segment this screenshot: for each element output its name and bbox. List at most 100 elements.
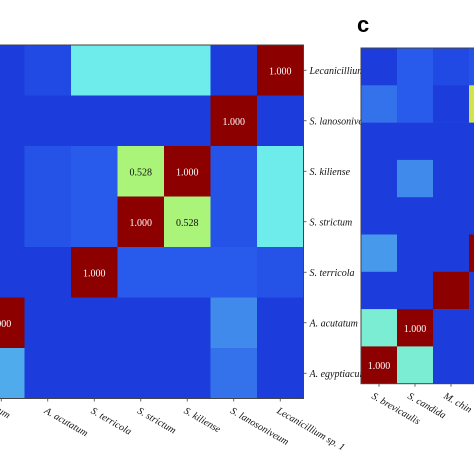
heatmap-cell <box>361 346 398 384</box>
heatmap-cell <box>469 159 474 198</box>
heatmap-cell <box>71 196 118 248</box>
cell-value-label: 0.528 <box>130 167 153 178</box>
heatmap-cell <box>24 146 72 197</box>
heatmap-cell <box>210 297 258 349</box>
heatmap-cell <box>117 348 165 399</box>
row-label: S. terricola <box>310 268 355 279</box>
heatmap-cell <box>71 45 118 96</box>
heatmap-cell <box>24 297 72 349</box>
column-label: S. kiliense <box>182 406 223 436</box>
column-label: A. acutatum <box>41 405 89 439</box>
heatmap-cell <box>257 348 304 399</box>
heatmap-cell <box>210 348 258 399</box>
heatmap-cell <box>24 95 72 147</box>
heatmap-cell <box>0 348 25 399</box>
heatmap-cell <box>397 234 434 273</box>
heatmap-cell <box>361 122 398 161</box>
heatmap-cell <box>361 309 398 347</box>
heatmap-cell <box>361 197 398 235</box>
heatmap-cell <box>257 45 304 96</box>
heatmap-cell <box>361 234 398 273</box>
heatmap-cell <box>433 122 470 161</box>
heatmap-cell <box>433 309 470 347</box>
heatmap-cell <box>24 348 72 399</box>
cell-value-label: 1.000 <box>83 268 106 279</box>
heatmap-cell <box>469 234 474 273</box>
row-label: S. lanosoniveum <box>310 116 376 127</box>
row-label: A. acutatum <box>309 318 358 329</box>
heatmap-cell <box>361 85 398 123</box>
heatmap-cell <box>71 247 118 298</box>
heatmap-cell <box>257 297 304 349</box>
row-label: Lecanicillium sp. 1 <box>309 66 386 77</box>
heatmap-cell <box>397 159 434 198</box>
heatmap-cell <box>397 346 434 384</box>
heatmap-cell <box>469 197 474 235</box>
heatmap-cell <box>257 247 304 298</box>
heatmap-cell <box>361 159 398 198</box>
heatmap-cell <box>433 271 470 310</box>
heatmap-cell <box>117 247 165 298</box>
heatmap-cell <box>397 122 434 161</box>
heatmap-cell <box>433 234 470 273</box>
cell-value-label: 1.000 <box>368 361 391 372</box>
column-label: S. terricola <box>89 406 133 438</box>
heatmap-cell <box>164 95 211 147</box>
heatmap-cell <box>0 196 25 248</box>
heatmap-cell <box>257 196 304 248</box>
row-label: A. egyptiacum <box>309 369 367 380</box>
heatmap-cell <box>0 146 25 197</box>
heatmap-cell <box>210 146 258 197</box>
heatmap-cell <box>24 45 72 96</box>
heatmap-cell <box>210 247 258 298</box>
heatmap-cell <box>210 45 258 96</box>
heatmap-cell <box>433 85 470 123</box>
heatmap-cell <box>397 197 434 235</box>
heatmap-cell <box>117 297 165 349</box>
heatmap-cell <box>469 271 474 310</box>
heatmap-cell <box>117 146 165 197</box>
heatmap-cell <box>210 95 258 147</box>
cell-value-label: 1.000 <box>223 117 246 128</box>
heatmap-cell <box>0 95 25 147</box>
heatmap-cell <box>469 346 474 384</box>
heatmap-cell <box>0 297 25 349</box>
heatmap-cell <box>469 309 474 347</box>
heatmap-cell <box>469 85 474 123</box>
heatmap-cell <box>210 196 258 248</box>
heatmap-cell <box>0 45 25 96</box>
heatmap-cell <box>257 95 304 147</box>
heatmap-cell <box>117 95 165 147</box>
heatmap-cell <box>24 247 72 298</box>
column-label: S. strictum <box>135 406 178 437</box>
cell-value-label: 1.000 <box>176 167 199 178</box>
heatmap-cell <box>397 271 434 310</box>
heatmap-cell <box>164 297 211 349</box>
cell-value-label: 1.000 <box>130 218 153 229</box>
heatmap-cell <box>164 45 211 96</box>
heatmap-cell <box>257 146 304 197</box>
heatmap-cell <box>164 146 211 197</box>
heatmap-cell <box>361 271 398 310</box>
heatmap-cell <box>71 95 118 147</box>
heatmap-cell <box>433 159 470 198</box>
heatmap-cell <box>164 196 211 248</box>
heatmap-cell <box>71 348 118 399</box>
heatmap-cell <box>397 48 434 86</box>
heatmap-cell <box>117 45 165 96</box>
heatmap-cell <box>164 247 211 298</box>
cell-value-label: 0.528 <box>176 218 199 229</box>
heatmap-cell <box>397 309 434 347</box>
panel-letter: c <box>357 12 369 37</box>
heatmap-cell <box>433 197 470 235</box>
heatmap-frame <box>360 47 474 385</box>
heatmap-cell <box>433 346 470 384</box>
row-label: S. strictum <box>310 217 353 228</box>
heatmap-cell <box>433 48 470 86</box>
heatmap-cell <box>361 48 398 86</box>
column-label: um <box>0 406 12 422</box>
heatmap-cell <box>24 196 72 248</box>
